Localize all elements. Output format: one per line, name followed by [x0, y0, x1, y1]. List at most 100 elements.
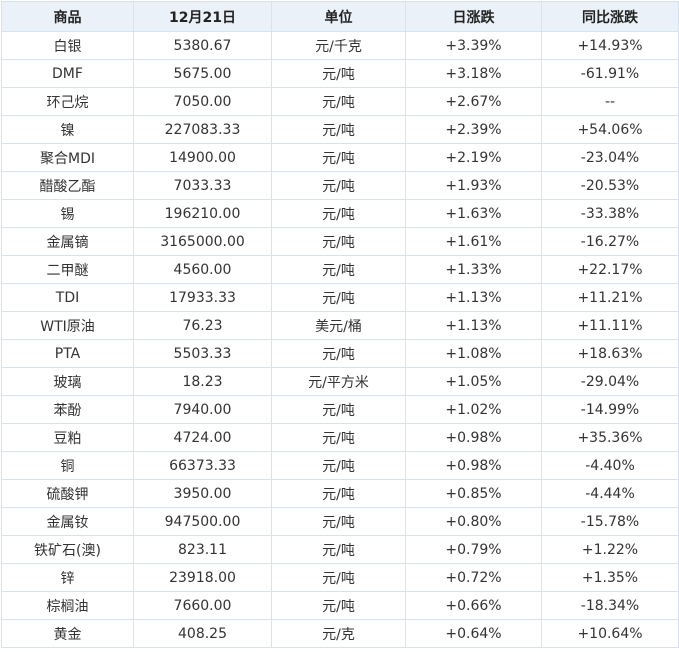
commodity-cell: 锌 — [1, 563, 134, 592]
table-row: 铁矿石(澳) 823.11 元/吨 +0.79% +1.22% — [1, 535, 679, 564]
unit-cell: 元/克 — [271, 619, 406, 648]
daily-change-cell: +0.98% — [405, 451, 542, 480]
daily-change-cell: +1.13% — [405, 283, 542, 312]
price-cell: 7033.33 — [133, 171, 272, 200]
unit-cell: 美元/桶 — [271, 311, 406, 340]
daily-change-cell: +2.39% — [405, 115, 542, 144]
price-cell: 196210.00 — [133, 199, 272, 228]
price-cell: 3950.00 — [133, 479, 272, 508]
daily-change-cell: +1.08% — [405, 339, 542, 368]
yoy-change-cell: +54.06% — [541, 115, 679, 144]
unit-cell: 元/平方米 — [271, 367, 406, 396]
price-cell: 66373.33 — [133, 451, 272, 480]
yoy-change-cell: -15.78% — [541, 507, 679, 536]
yoy-change-cell: +18.63% — [541, 339, 679, 368]
daily-change-cell: +1.93% — [405, 171, 542, 200]
header-date-price: 12月21日 — [133, 1, 272, 32]
commodity-cell: 醋酸乙酯 — [1, 171, 134, 200]
daily-change-cell: +1.61% — [405, 227, 542, 256]
unit-cell: 元/吨 — [271, 591, 406, 620]
daily-change-cell: +1.33% — [405, 255, 542, 284]
commodity-cell: DMF — [1, 59, 134, 88]
daily-change-cell: +0.72% — [405, 563, 542, 592]
yoy-change-cell: -14.99% — [541, 395, 679, 424]
price-cell: 76.23 — [133, 311, 272, 340]
unit-cell: 元/吨 — [271, 451, 406, 480]
yoy-change-cell: -- — [541, 87, 679, 116]
daily-change-cell: +3.18% — [405, 59, 542, 88]
commodity-cell: 铜 — [1, 451, 134, 480]
yoy-change-cell: +22.17% — [541, 255, 679, 284]
yoy-change-cell: +1.22% — [541, 535, 679, 564]
table-row: 聚合MDI 14900.00 元/吨 +2.19% -23.04% — [1, 143, 679, 172]
unit-cell: 元/吨 — [271, 423, 406, 452]
price-cell: 5503.33 — [133, 339, 272, 368]
unit-cell: 元/吨 — [271, 507, 406, 536]
commodity-cell: 棕榈油 — [1, 591, 134, 620]
table-row: 二甲醚 4560.00 元/吨 +1.33% +22.17% — [1, 255, 679, 284]
table-row: 棕榈油 7660.00 元/吨 +0.66% -18.34% — [1, 591, 679, 620]
header-yoy-change: 同比涨跌 — [541, 1, 679, 32]
yoy-change-cell: +35.36% — [541, 423, 679, 452]
table-row: TDI 17933.33 元/吨 +1.13% +11.21% — [1, 283, 679, 312]
daily-change-cell: +1.63% — [405, 199, 542, 228]
daily-change-cell: +0.66% — [405, 591, 542, 620]
unit-cell: 元/吨 — [271, 227, 406, 256]
price-cell: 14900.00 — [133, 143, 272, 172]
table-row: PTA 5503.33 元/吨 +1.08% +18.63% — [1, 339, 679, 368]
table-row: 铜 66373.33 元/吨 +0.98% -4.40% — [1, 451, 679, 480]
yoy-change-cell: +1.35% — [541, 563, 679, 592]
commodity-cell: 硫酸钾 — [1, 479, 134, 508]
commodity-cell: 苯酚 — [1, 395, 134, 424]
yoy-change-cell: -16.27% — [541, 227, 679, 256]
table-row: 苯酚 7940.00 元/吨 +1.02% -14.99% — [1, 395, 679, 424]
yoy-change-cell: -4.44% — [541, 479, 679, 508]
unit-cell: 元/吨 — [271, 115, 406, 144]
yoy-change-cell: +11.11% — [541, 311, 679, 340]
unit-cell: 元/吨 — [271, 479, 406, 508]
daily-change-cell: +0.98% — [405, 423, 542, 452]
table-row: 金属钕 947500.00 元/吨 +0.80% -15.78% — [1, 507, 679, 536]
price-cell: 17933.33 — [133, 283, 272, 312]
commodity-cell: 豆粕 — [1, 423, 134, 452]
unit-cell: 元/吨 — [271, 87, 406, 116]
price-cell: 5675.00 — [133, 59, 272, 88]
table-row: 环己烷 7050.00 元/吨 +2.67% -- — [1, 87, 679, 116]
price-cell: 947500.00 — [133, 507, 272, 536]
header-unit: 单位 — [271, 1, 406, 32]
commodity-cell: 黄金 — [1, 619, 134, 648]
commodity-cell: 玻璃 — [1, 367, 134, 396]
commodity-cell: WTI原油 — [1, 311, 134, 340]
daily-change-cell: +1.13% — [405, 311, 542, 340]
commodity-cell: TDI — [1, 283, 134, 312]
price-cell: 7940.00 — [133, 395, 272, 424]
table-row: 黄金 408.25 元/克 +0.64% +10.64% — [1, 619, 679, 648]
commodity-cell: 环己烷 — [1, 87, 134, 116]
price-cell: 18.23 — [133, 367, 272, 396]
table-row: 镍 227083.33 元/吨 +2.39% +54.06% — [1, 115, 679, 144]
table-row: DMF 5675.00 元/吨 +3.18% -61.91% — [1, 59, 679, 88]
unit-cell: 元/吨 — [271, 59, 406, 88]
daily-change-cell: +0.80% — [405, 507, 542, 536]
unit-cell: 元/吨 — [271, 563, 406, 592]
unit-cell: 元/吨 — [271, 339, 406, 368]
table-row: 锌 23918.00 元/吨 +0.72% +1.35% — [1, 563, 679, 592]
commodity-cell: 镍 — [1, 115, 134, 144]
price-cell: 408.25 — [133, 619, 272, 648]
unit-cell: 元/吨 — [271, 255, 406, 284]
daily-change-cell: +2.67% — [405, 87, 542, 116]
unit-cell: 元/吨 — [271, 535, 406, 564]
header-row: 商品 12月21日 单位 日涨跌 同比涨跌 — [1, 1, 679, 32]
unit-cell: 元/吨 — [271, 395, 406, 424]
daily-change-cell: +0.85% — [405, 479, 542, 508]
price-cell: 4560.00 — [133, 255, 272, 284]
table-row: 豆粕 4724.00 元/吨 +0.98% +35.36% — [1, 423, 679, 452]
table-header: 商品 12月21日 单位 日涨跌 同比涨跌 — [1, 1, 679, 32]
unit-cell: 元/吨 — [271, 283, 406, 312]
commodity-cell: 二甲醚 — [1, 255, 134, 284]
daily-change-cell: +0.64% — [405, 619, 542, 648]
unit-cell: 元/吨 — [271, 171, 406, 200]
price-cell: 7050.00 — [133, 87, 272, 116]
price-cell: 23918.00 — [133, 563, 272, 592]
daily-change-cell: +2.19% — [405, 143, 542, 172]
